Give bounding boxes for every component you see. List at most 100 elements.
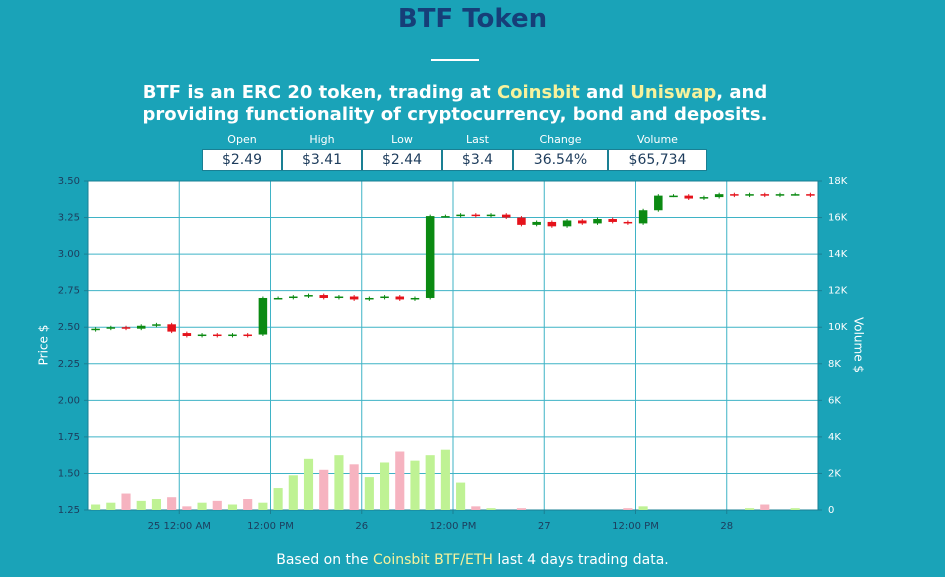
stat-value: 36.54% [513,149,608,171]
candle-body [167,324,176,332]
desc-text: and [579,82,631,103]
desc-text: BTF is an ERC 20 token, trading at [142,82,497,103]
y2-tick-label: 0 [828,505,834,516]
x-tick-label: 26 [355,521,368,532]
x-tick-label: 12:00 PM [247,521,294,532]
volume-bar [121,493,131,510]
volume-bar [182,506,192,510]
source-link[interactable]: Coinsbit BTF/ETH [372,552,493,568]
y-axis-label: Price $ [37,325,51,366]
footer: Based on the Coinsbit BTF/ETH last 4 day… [0,552,945,568]
exchange-link[interactable]: Coinsbit [496,82,580,103]
candle-body [806,194,815,196]
y2-axis-label: Volume $ [852,317,866,373]
candle-body [365,297,374,300]
x-tick-label: 12:00 PM [430,521,477,532]
x-tick-label: 25 12:00 AM [148,521,211,532]
volume-bar [273,488,283,510]
volume-bar [380,462,390,510]
y2-tick-label: 4K [828,432,841,443]
chart: Price $ Volume $ 1.25 1.50 1.75 2.00 2.25 2.5… [37,176,866,532]
volume-bar [395,451,405,510]
candle-body [136,325,146,329]
candle-body [578,220,587,224]
exchange-link[interactable]: Uniswap [630,82,717,103]
stat-label: Low [391,133,413,146]
y-tick-label: 1.25 [58,505,80,516]
stat: Last $3.4 [442,134,513,171]
stat: Open $2.49 [202,134,282,171]
candle-body [775,194,785,196]
y-tick-label: 3.50 [58,176,80,187]
candle-body [304,295,313,297]
candle-body [91,328,100,331]
candle-body [730,194,739,196]
volume-bar [136,500,146,510]
volume-bar [486,508,496,510]
stat-value: $3.41 [282,149,362,171]
volume-bar [349,464,359,510]
volume-bar [364,477,374,510]
stat: Volume $65,734 [608,134,707,171]
candle-body [395,296,405,300]
candle-body [289,296,298,299]
stat-value: $2.49 [202,149,282,171]
title: BTF Token [397,4,548,34]
stat: Change 36.54% [513,134,608,171]
candle-body [699,197,709,199]
candle-body [547,221,557,227]
y2-tick-label: 2K [828,468,841,479]
candle-body [197,334,207,337]
stats-table: Open $2.49 High $3.41 Low $2.44 Last $3.4 Ch… [202,134,707,171]
volume-bar [243,499,253,510]
volume-bar [303,458,314,510]
candle-body [441,216,450,218]
stat-label: Change [539,133,582,146]
volume-bar [288,475,298,510]
volume-bar [471,506,481,510]
volume-bar [334,455,344,510]
candle-body [532,221,541,225]
desc-text: , and providing functionality of cryptoc… [142,82,768,125]
candle-body [486,214,496,217]
candle-body [471,214,481,217]
candle-body [243,334,252,337]
y-tick-label: 2.25 [58,359,80,370]
volume-bar [456,482,466,510]
volume-bar [106,502,116,510]
y-tick-label: 2.50 [58,322,80,333]
volume-bar [410,460,420,510]
y2-tick-label: 6K [828,395,841,406]
x-tick-label: 12:00 PM [612,521,659,532]
plot-border [87,180,819,511]
y2-tick-label: 14K [828,249,848,260]
y-tick-label: 2.75 [58,286,80,297]
candle-body [684,195,693,199]
volume-bar [197,502,207,510]
y-tick-label: 2.00 [58,395,80,406]
stat: High $3.41 [282,134,362,171]
footer-text: last 4 days trading data. [492,552,669,568]
x-tick-label: 27 [538,521,551,532]
volume-bar [212,500,222,510]
y2-tick-label: 18K [828,176,848,187]
volume-bar [745,508,755,510]
volume-bar [638,506,648,510]
volume-bar [623,508,633,510]
candle-body [760,194,770,196]
y-tick-label: 3.25 [58,213,80,224]
candle-body [228,334,237,337]
candle-body [213,334,222,337]
candle-body [714,194,724,198]
volume-bar [258,502,268,510]
footer-text: Based on the [276,552,373,568]
volume-bar [227,504,238,510]
candle-body [349,296,359,300]
candle-body [608,219,617,222]
volume-bar [440,449,450,510]
candle-body [258,297,268,335]
stat-value: $2.44 [362,149,442,171]
volume-bar [151,499,161,510]
stat-label: Last [466,133,489,146]
